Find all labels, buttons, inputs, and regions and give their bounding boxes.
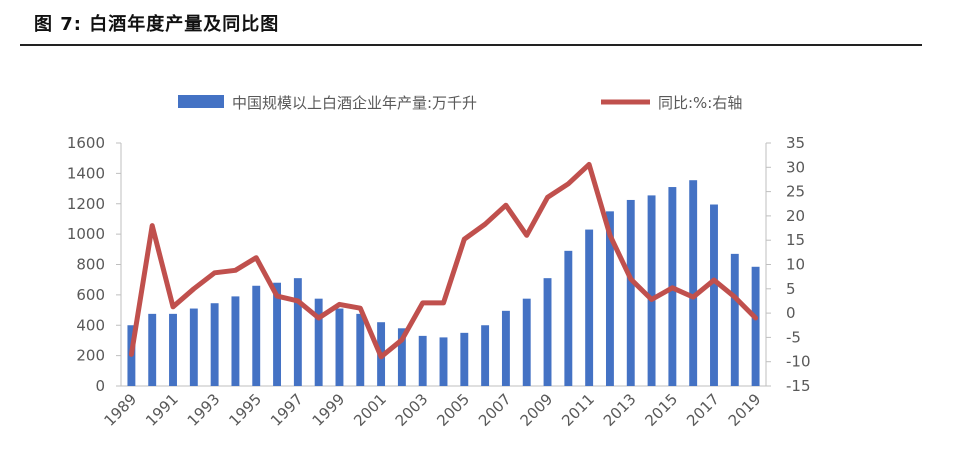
production-bar: [356, 313, 365, 386]
production-bar: [273, 282, 282, 386]
right-axis-tick-label: 35: [786, 134, 805, 152]
tick-labels: 0 200 400 600 800 1000 1200 1400 1600 -15 -10 -5 0 5 1…: [67, 134, 811, 430]
production-bar: [148, 313, 157, 386]
x-axis-tick-label: 2015: [641, 390, 681, 430]
production-bar: [189, 308, 198, 386]
production-bar: [710, 204, 718, 386]
production-bar: [585, 229, 594, 386]
left-axis-tick-label: 1000: [67, 225, 105, 243]
x-axis-tick-label: 2013: [600, 390, 640, 430]
legend-bar-swatch: [178, 95, 224, 108]
right-axis-tick-label: 5: [786, 280, 796, 298]
production-bar: [543, 278, 552, 386]
line-series: [128, 161, 759, 360]
x-axis-tick-label: 2019: [725, 390, 765, 430]
production-bar: [418, 335, 427, 386]
x-axis-tick-label: 2001: [350, 390, 390, 430]
x-axis-tick-label: 2009: [517, 390, 557, 430]
production-bar: [335, 308, 344, 386]
production-bar: [460, 332, 469, 386]
production-bar: [605, 211, 614, 386]
left-axis-tick-label: 400: [76, 316, 105, 334]
right-axis-tick-label: -15: [786, 377, 811, 395]
production-bar: [647, 195, 656, 386]
x-axis-tick-label: 2005: [433, 390, 473, 430]
right-axis-tick-label: -10: [786, 353, 811, 371]
x-axis-tick-label: 2017: [683, 390, 723, 430]
production-bar: [314, 298, 323, 386]
x-axis-tick-label: 1999: [309, 390, 349, 430]
legend: 中国规模以上白酒企业年产量:万千升 同比:%:右轴: [178, 94, 742, 112]
bar-series: [127, 180, 760, 386]
x-axis-tick-label: 1995: [225, 390, 265, 430]
production-bar: [231, 296, 240, 386]
right-axis-tick-label: 20: [786, 207, 805, 225]
production-bar: [522, 298, 531, 386]
x-axis-tick-label: 1989: [101, 390, 141, 430]
right-axis-tick-label: 25: [786, 183, 805, 201]
production-bar: [293, 278, 302, 386]
legend-bar-label: 中国规模以上白酒企业年产量:万千升: [232, 94, 477, 112]
right-axis-tick-label: 10: [786, 256, 805, 274]
right-axis-tick-label: 15: [786, 231, 805, 249]
production-bar: [210, 303, 219, 386]
left-axis-tick-label: 600: [76, 286, 105, 304]
left-axis-tick-label: 0: [95, 377, 105, 395]
left-axis-tick-label: 200: [76, 347, 105, 365]
left-axis-tick-label: 1200: [67, 195, 105, 213]
left-axis-tick-label: 1600: [67, 134, 105, 152]
legend-line-label: 同比:%:右轴: [658, 94, 742, 112]
left-axis-tick-label: 800: [76, 256, 105, 274]
x-axis-tick-label: 1991: [142, 390, 182, 430]
figure-title: 图 7: 白酒年度产量及同比图: [34, 14, 280, 35]
production-bar: [626, 199, 635, 386]
production-bar: [730, 253, 739, 386]
production-bar: [689, 180, 698, 386]
production-bar: [501, 310, 510, 386]
production-bar: [397, 328, 406, 386]
title-divider: [20, 44, 922, 46]
left-axis-tick-label: 1400: [67, 164, 105, 182]
x-axis-tick-label: 2003: [392, 390, 432, 430]
x-axis-tick-label: 2007: [475, 390, 515, 430]
x-axis-tick-label: 1993: [184, 390, 224, 430]
x-axis-tick-label: 2011: [558, 390, 598, 430]
x-axis-tick-label: 1997: [267, 390, 307, 430]
right-axis-tick-label: 30: [786, 158, 805, 176]
production-bar: [169, 313, 177, 386]
right-axis-tick-label: -5: [786, 328, 801, 346]
right-axis-tick-label: 0: [786, 304, 796, 322]
production-bar: [564, 250, 573, 386]
production-bar: [439, 337, 448, 386]
yoy-growth-line: [128, 161, 759, 360]
production-bar: [481, 325, 490, 386]
production-bar: [751, 266, 760, 386]
production-bar: [252, 285, 261, 386]
